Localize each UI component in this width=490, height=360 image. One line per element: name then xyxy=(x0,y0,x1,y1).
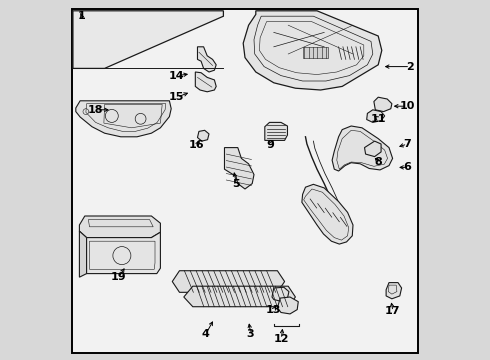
Polygon shape xyxy=(87,232,160,274)
Polygon shape xyxy=(302,184,353,244)
Polygon shape xyxy=(243,11,382,90)
Polygon shape xyxy=(365,141,381,157)
Polygon shape xyxy=(224,148,254,189)
Text: 9: 9 xyxy=(266,140,274,150)
Polygon shape xyxy=(172,271,285,292)
Polygon shape xyxy=(73,11,223,68)
Text: 14: 14 xyxy=(169,71,184,81)
Text: 10: 10 xyxy=(399,101,415,111)
Text: 4: 4 xyxy=(201,329,209,339)
Polygon shape xyxy=(265,122,288,140)
Text: 2: 2 xyxy=(406,62,414,72)
Text: 19: 19 xyxy=(110,272,126,282)
Polygon shape xyxy=(197,130,209,141)
Text: 5: 5 xyxy=(232,179,240,189)
Polygon shape xyxy=(184,286,295,307)
Polygon shape xyxy=(76,101,171,137)
Text: 3: 3 xyxy=(246,329,254,339)
Text: 8: 8 xyxy=(374,157,382,167)
Text: 6: 6 xyxy=(403,162,411,172)
Text: 13: 13 xyxy=(266,305,281,315)
Text: 18: 18 xyxy=(88,105,103,115)
Polygon shape xyxy=(367,110,385,122)
Polygon shape xyxy=(374,97,392,112)
Polygon shape xyxy=(303,47,328,58)
Text: 17: 17 xyxy=(385,306,400,316)
Polygon shape xyxy=(272,287,289,301)
Polygon shape xyxy=(386,283,402,299)
Text: 15: 15 xyxy=(169,92,184,102)
Text: 7: 7 xyxy=(403,139,411,149)
Polygon shape xyxy=(79,231,87,277)
Polygon shape xyxy=(277,297,298,314)
Text: 1: 1 xyxy=(77,11,85,21)
Polygon shape xyxy=(332,126,392,171)
Text: 16: 16 xyxy=(189,140,204,150)
Polygon shape xyxy=(79,216,160,238)
Polygon shape xyxy=(197,47,216,72)
Polygon shape xyxy=(196,72,216,92)
Text: 12: 12 xyxy=(273,334,289,344)
Text: 11: 11 xyxy=(370,114,386,124)
